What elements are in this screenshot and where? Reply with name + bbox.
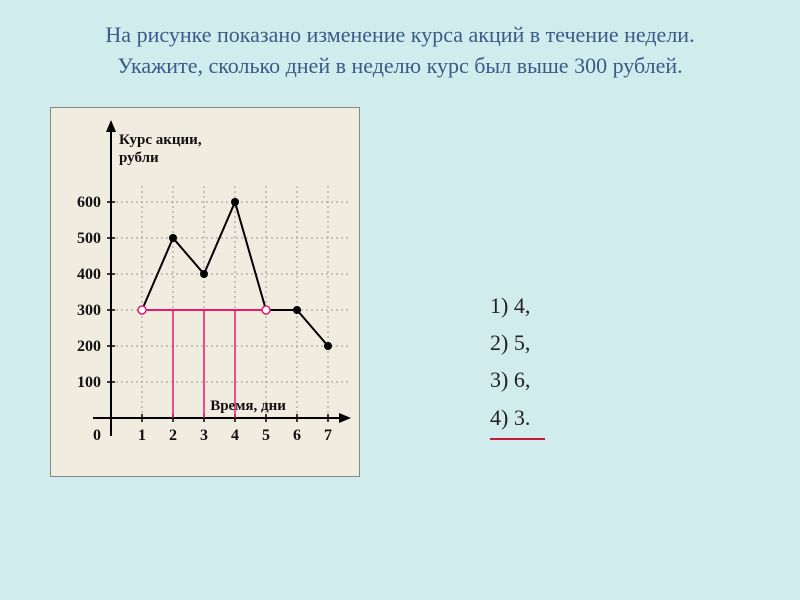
answer-2: 2) 5, bbox=[490, 324, 545, 361]
svg-text:Курс акции,: Курс акции, bbox=[119, 132, 202, 148]
answer-3: 3) 6, bbox=[490, 361, 545, 398]
svg-text:рубли: рубли bbox=[119, 150, 159, 166]
chart-svg: 1 2 3 4 5 6 7 100 200 300 400 500 600 0 Курс акции, руб… bbox=[51, 108, 359, 476]
chart-panel: 1 2 3 4 5 6 7 100 200 300 400 500 600 0 Курс акции, руб… bbox=[50, 107, 360, 477]
svg-text:600: 600 bbox=[77, 194, 101, 211]
answer-1: 1) 4, bbox=[490, 287, 545, 324]
svg-text:400: 400 bbox=[77, 266, 101, 283]
svg-text:Время, дни: Время, дни bbox=[210, 398, 286, 414]
svg-text:2: 2 bbox=[169, 427, 177, 444]
answer-underline bbox=[490, 438, 545, 440]
question-title: На рисунке показано изменение курса акци… bbox=[40, 20, 760, 82]
content-row: 1 2 3 4 5 6 7 100 200 300 400 500 600 0 Курс акции, руб… bbox=[40, 107, 760, 477]
svg-text:7: 7 bbox=[324, 427, 332, 444]
svg-text:6: 6 bbox=[293, 427, 301, 444]
svg-text:1: 1 bbox=[138, 427, 146, 444]
svg-text:0: 0 bbox=[93, 427, 101, 444]
svg-text:500: 500 bbox=[77, 230, 101, 247]
svg-text:300: 300 bbox=[77, 302, 101, 319]
answers-list: 1) 4, 2) 5, 3) 6, 4) 3. bbox=[490, 287, 545, 441]
svg-text:4: 4 bbox=[231, 427, 239, 444]
svg-text:3: 3 bbox=[200, 427, 208, 444]
svg-text:5: 5 bbox=[262, 427, 270, 444]
svg-text:200: 200 bbox=[77, 338, 101, 355]
svg-text:100: 100 bbox=[77, 374, 101, 391]
answer-4: 4) 3. bbox=[490, 399, 545, 436]
